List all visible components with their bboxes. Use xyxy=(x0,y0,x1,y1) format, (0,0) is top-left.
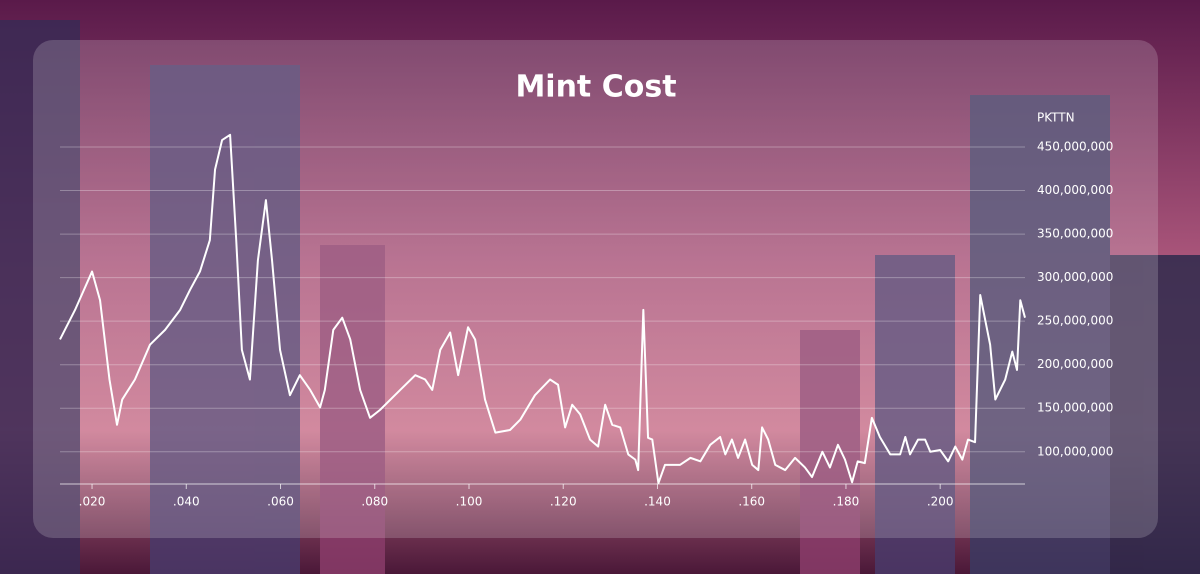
x-tick-label: .080 xyxy=(361,495,388,509)
y-tick-label: 100,000,000 xyxy=(1037,444,1113,458)
x-tick-label: .040 xyxy=(173,495,200,509)
y-tick-label: 250,000,000 xyxy=(1037,314,1113,328)
line xyxy=(59,133,1026,485)
y-axis-label: PKTTN xyxy=(1037,111,1075,125)
y-tick-label: 450,000,000 xyxy=(1037,140,1113,154)
x-tick-label: .160 xyxy=(738,495,765,509)
y-tick-label: 300,000,000 xyxy=(1037,270,1113,284)
chart-title: Mint Cost xyxy=(515,70,676,105)
x-tick-label: .060 xyxy=(267,495,294,509)
y-tick-label: 350,000,000 xyxy=(1037,227,1113,241)
city xyxy=(0,20,1200,574)
x-tick-label: .020 xyxy=(79,495,106,509)
card xyxy=(33,40,1158,538)
y-tick-label: 150,000,000 xyxy=(1037,401,1113,415)
y-tick-label: 200,000,000 xyxy=(1037,357,1113,371)
x-tick-label: .200 xyxy=(927,495,954,509)
y-tick-label: 400,000,000 xyxy=(1037,183,1113,197)
x-tick-label: .100 xyxy=(456,495,483,509)
x-tick-label: .120 xyxy=(550,495,577,509)
x-tick-label: .180 xyxy=(833,495,860,509)
x-tick-label: .140 xyxy=(644,495,671,509)
